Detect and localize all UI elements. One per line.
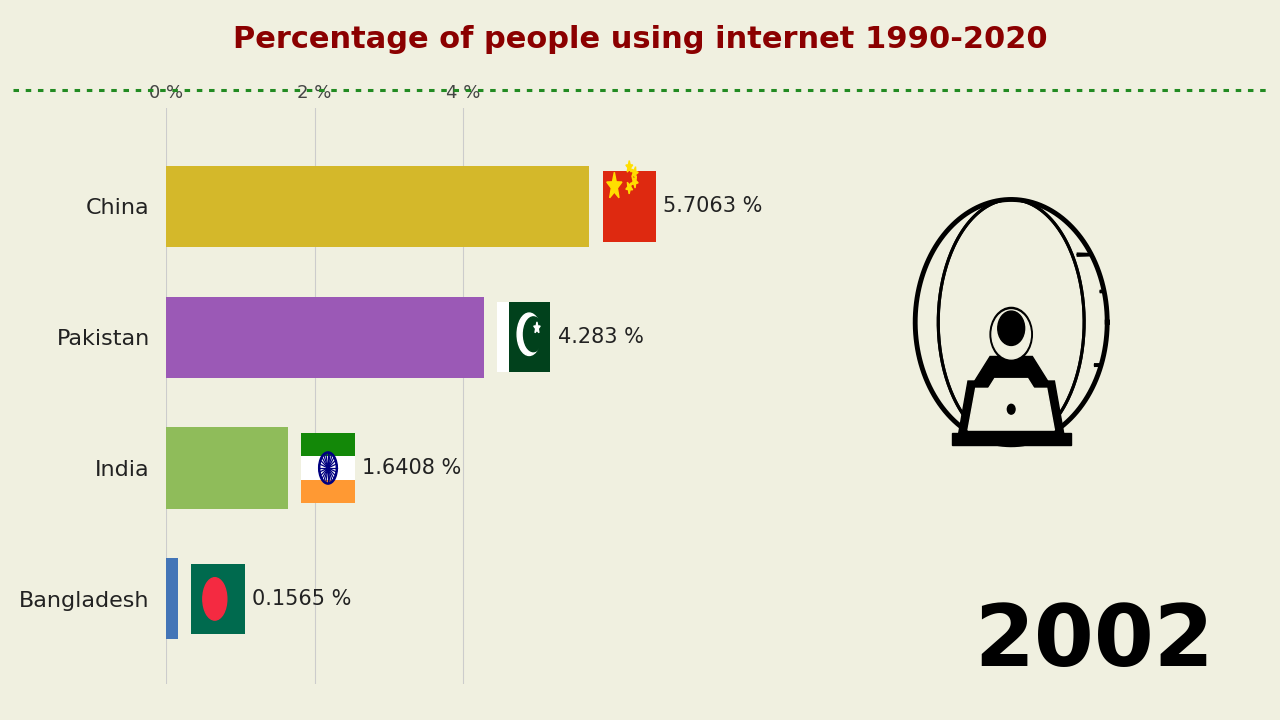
Circle shape bbox=[517, 313, 541, 356]
Text: 0.1565 %: 0.1565 % bbox=[252, 589, 352, 609]
Bar bbox=[166, 297, 484, 378]
Text: Percentage of people using internet 1990-2020: Percentage of people using internet 1990… bbox=[233, 25, 1047, 54]
Bar bbox=[166, 558, 178, 639]
Bar bbox=[191, 564, 244, 634]
Circle shape bbox=[992, 310, 1030, 359]
Polygon shape bbox=[975, 356, 1047, 381]
Bar bbox=[497, 302, 509, 372]
Polygon shape bbox=[607, 172, 622, 198]
Circle shape bbox=[991, 307, 1032, 361]
Text: 1.6408 %: 1.6408 % bbox=[362, 458, 461, 478]
Bar bbox=[166, 428, 288, 508]
Polygon shape bbox=[626, 161, 632, 172]
Polygon shape bbox=[631, 176, 639, 188]
Text: 2002: 2002 bbox=[974, 601, 1215, 684]
Circle shape bbox=[326, 466, 329, 470]
Bar bbox=[301, 433, 355, 456]
Circle shape bbox=[524, 317, 543, 351]
Polygon shape bbox=[959, 381, 1064, 435]
Bar bbox=[301, 456, 355, 480]
Polygon shape bbox=[983, 379, 1039, 397]
Polygon shape bbox=[626, 182, 632, 194]
Bar bbox=[603, 171, 655, 241]
Bar bbox=[952, 433, 1070, 445]
Polygon shape bbox=[534, 322, 540, 333]
Bar bbox=[509, 302, 550, 372]
Polygon shape bbox=[631, 166, 639, 179]
Bar bbox=[166, 166, 589, 247]
Polygon shape bbox=[968, 388, 1055, 430]
Circle shape bbox=[202, 577, 227, 620]
Text: 5.7063 %: 5.7063 % bbox=[663, 196, 763, 216]
Circle shape bbox=[998, 311, 1024, 346]
Text: 4.283 %: 4.283 % bbox=[558, 327, 644, 347]
Bar bbox=[301, 480, 355, 503]
Circle shape bbox=[1007, 405, 1015, 414]
